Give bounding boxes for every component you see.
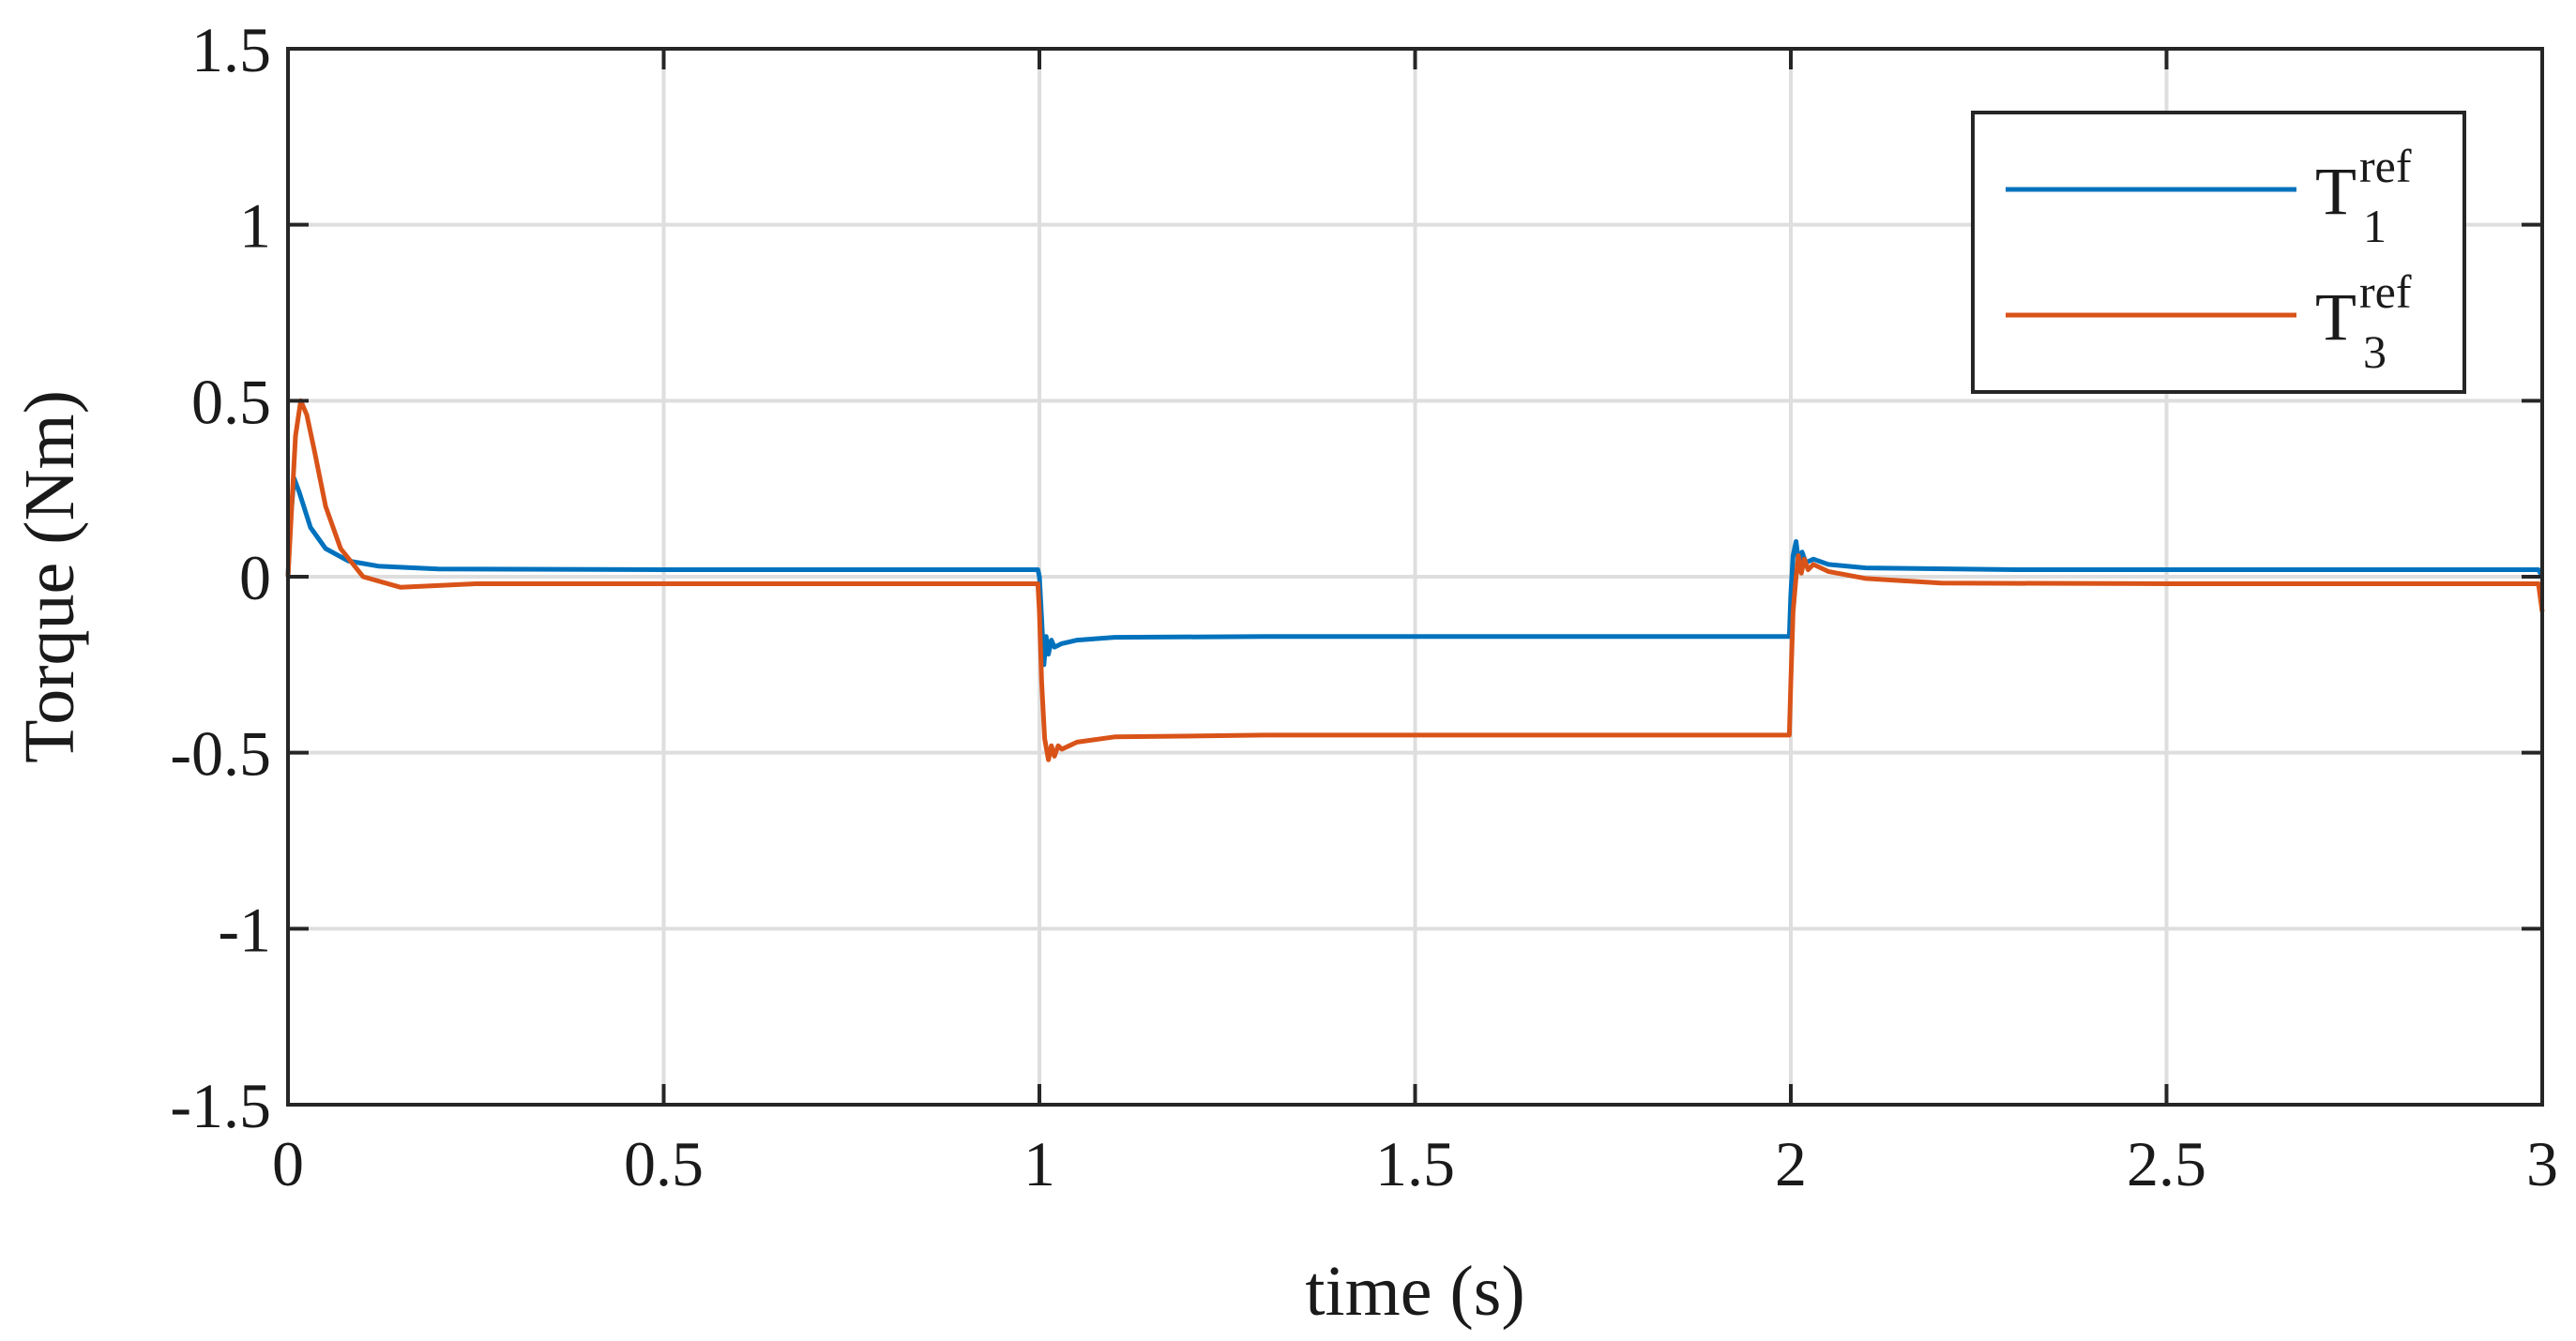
x-tick-label: 1.5 xyxy=(1375,1128,1455,1199)
x-axis-label: time (s) xyxy=(1305,1252,1524,1331)
x-tick-label: 1 xyxy=(1023,1128,1055,1199)
legend-label-2: T xyxy=(2315,279,2356,354)
ticks xyxy=(286,47,2544,1107)
y-tick-label: -1 xyxy=(218,894,271,965)
y-tick-label: 0 xyxy=(239,542,271,613)
legend-label-sub-1: 1 xyxy=(2363,200,2387,252)
legend-label-sup-1: ref xyxy=(2359,140,2412,192)
legend-label-1: T xyxy=(2315,154,2356,229)
x-tick-label: 0.5 xyxy=(624,1128,704,1199)
y-tick-label: -1.5 xyxy=(170,1070,271,1141)
series-line-1 xyxy=(285,475,2545,668)
legend-box xyxy=(1971,111,2466,394)
series-line-2 xyxy=(285,398,2545,762)
legend-label-sup-2: ref xyxy=(2359,265,2412,318)
y-tick-label: -0.5 xyxy=(170,718,271,790)
x-tick-label: 3 xyxy=(2526,1128,2558,1199)
tick-labels: 0 0.5 1 1.5 2 2.5 3 1.5 1 0.5 0 -0.5 -1 -1.5 xyxy=(170,14,2558,1199)
x-tick-label: 0 xyxy=(272,1128,304,1199)
y-tick-label: 1.5 xyxy=(191,14,271,85)
y-axis-label: Torque (Nm) xyxy=(10,390,89,763)
y-tick-label: 1 xyxy=(239,190,271,262)
y-tick-label: 0.5 xyxy=(191,366,271,437)
series-layer xyxy=(285,398,2545,762)
x-tick-label: 2.5 xyxy=(2127,1128,2206,1199)
x-tick-label: 2 xyxy=(1775,1128,1807,1199)
legend-label-sub-2: 3 xyxy=(2363,325,2387,378)
